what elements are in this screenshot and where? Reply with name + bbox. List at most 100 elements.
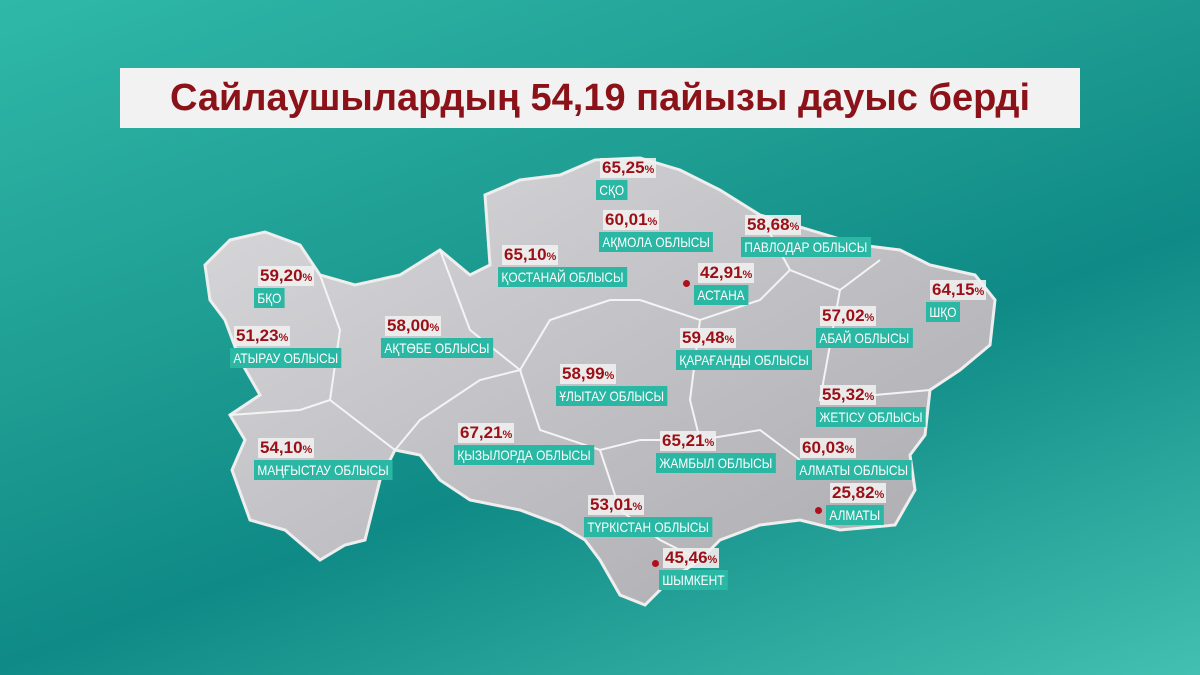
turnout-number: 60,01 [605, 210, 648, 229]
turnout-value: 25,82% [830, 483, 887, 503]
percent-sign: % [724, 334, 735, 346]
turnout-number: 59,20 [260, 266, 303, 285]
turnout-number: 60,03 [802, 438, 845, 457]
region-name: АСТАНА [694, 285, 749, 305]
turnout-value: 58,00% [385, 316, 442, 336]
region-label: 58,99% ҰЛЫТАУ ОБЛЫСЫ [556, 364, 687, 406]
turnout-number: 65,21 [662, 431, 705, 450]
region-name: ТҮРКІСТАН ОБЛЫСЫ [584, 517, 713, 537]
region-label: 58,68% ПАВЛОДАР ОБЛЫСЫ [741, 215, 894, 257]
region-name: АҚТӨБЕ ОБЛЫСЫ [381, 338, 493, 358]
turnout-value: 60,03% [800, 438, 857, 458]
region-name: АЛМАТЫ [826, 505, 884, 525]
region-label: 60,01% АҚМОЛА ОБЛЫСЫ [599, 210, 733, 252]
turnout-number: 57,02 [822, 306, 865, 325]
turnout-value: 58,68% [745, 215, 802, 235]
turnout-value: 67,21% [458, 423, 515, 443]
percent-sign: % [632, 501, 643, 513]
percent-sign: % [644, 164, 655, 176]
city-dot [815, 507, 822, 514]
region-name: ҰЛЫТАУ ОБЛЫСЫ [556, 386, 668, 406]
turnout-value: 65,25% [600, 158, 657, 178]
region-label: 53,01% ТҮРКІСТАН ОБЛЫСЫ [584, 495, 735, 537]
percent-sign: % [864, 391, 875, 403]
turnout-value: 58,99% [560, 364, 617, 384]
region-name: ПАВЛОДАР ОБЛЫСЫ [741, 237, 871, 257]
percent-sign: % [278, 332, 289, 344]
region-label: 65,21% ЖАМБЫЛ ОБЛЫСЫ [656, 431, 797, 473]
region-label: 60,03% АЛМАТЫ ОБЛЫСЫ [796, 438, 932, 480]
turnout-value: 45,46% [663, 548, 720, 568]
region-name: СҚО [596, 180, 628, 200]
region-name: ҚОСТАНАЙ ОБЛЫСЫ [498, 267, 627, 287]
percent-sign: % [546, 251, 557, 263]
turnout-value: 42,91% [698, 263, 755, 283]
turnout-number: 45,46 [665, 548, 708, 567]
turnout-value: 59,48% [680, 328, 737, 348]
region-label: 57,02% АБАЙ ОБЛЫСЫ [816, 306, 930, 348]
region-label: 58,00% АҚТӨБЕ ОБЛЫСЫ [381, 316, 513, 358]
city-dot [652, 560, 659, 567]
turnout-value: 55,32% [820, 385, 877, 405]
region-label: 45,46% ШЫМКЕНТ [659, 548, 740, 590]
city-dot [683, 280, 690, 287]
turnout-value: 51,23% [234, 326, 291, 346]
region-name: ЖАМБЫЛ ОБЛЫСЫ [656, 453, 776, 473]
percent-sign: % [429, 322, 440, 334]
turnout-number: 59,48 [682, 328, 725, 347]
region-label: 59,48% ҚАРАҒАНДЫ ОБЛЫСЫ [676, 328, 836, 370]
turnout-number: 67,21 [460, 423, 503, 442]
turnout-number: 54,10 [260, 438, 303, 457]
percent-sign: % [604, 370, 615, 382]
turnout-number: 65,10 [504, 245, 547, 264]
region-label: 65,10% ҚОСТАНАЙ ОБЛЫСЫ [498, 245, 650, 287]
turnout-number: 58,68 [747, 215, 790, 234]
percent-sign: % [844, 444, 855, 456]
region-name: ШҚО [926, 302, 960, 322]
turnout-number: 64,15 [932, 280, 975, 299]
turnout-number: 53,01 [590, 495, 633, 514]
turnout-value: 59,20% [258, 266, 315, 286]
region-name: ЖЕТІСУ ОБЛЫСЫ [816, 407, 926, 427]
percent-sign: % [647, 216, 658, 228]
region-name: ШЫМКЕНТ [659, 570, 728, 590]
turnout-value: 53,01% [588, 495, 645, 515]
region-label: 67,21% ҚЫЗЫЛОРДА ОБЛЫСЫ [454, 423, 619, 465]
title-bar: Сайлаушылардың 54,19 пайызы дауыс берді [120, 68, 1080, 128]
region-label: 65,25% СҚО [596, 158, 657, 200]
percent-sign: % [974, 286, 985, 298]
percent-sign: % [789, 221, 800, 233]
percent-sign: % [302, 444, 313, 456]
percent-sign: % [502, 429, 513, 441]
turnout-number: 25,82 [832, 483, 875, 502]
title: Сайлаушылардың 54,19 пайызы дауыс берді [169, 76, 1031, 119]
turnout-number: 58,00 [387, 316, 430, 335]
percent-sign: % [704, 437, 715, 449]
turnout-value: 60,01% [603, 210, 660, 230]
turnout-value: 64,15% [930, 280, 987, 300]
turnout-value: 54,10% [258, 438, 315, 458]
turnout-number: 65,25 [602, 158, 645, 177]
region-name: ҚЫЗЫЛОРДА ОБЛЫСЫ [454, 445, 595, 465]
region-label: 51,23% АТЫРАУ ОБЛЫСЫ [230, 326, 361, 368]
percent-sign: % [707, 554, 718, 566]
turnout-number: 51,23 [236, 326, 279, 345]
region-name: МАҢҒЫСТАУ ОБЛЫСЫ [254, 460, 393, 480]
turnout-value: 65,21% [660, 431, 717, 451]
region-label: 54,10% МАҢҒЫСТАУ ОБЛЫСЫ [254, 438, 417, 480]
region-label: 25,82% АЛМАТЫ [826, 483, 894, 525]
region-name: АТЫРАУ ОБЛЫСЫ [230, 348, 342, 368]
percent-sign: % [874, 489, 885, 501]
region-label: 59,20% БҚО [254, 266, 315, 308]
turnout-value: 65,10% [502, 245, 559, 265]
region-label: 64,15% ШҚО [926, 280, 987, 322]
region-name: АБАЙ ОБЛЫСЫ [816, 328, 913, 348]
percent-sign: % [742, 269, 753, 281]
region-label: 42,91% АСТАНА [694, 263, 758, 305]
region-label: 55,32% ЖЕТІСУ ОБЛЫСЫ [816, 385, 945, 427]
region-name: БҚО [254, 288, 285, 308]
percent-sign: % [864, 312, 875, 324]
region-name: АЛМАТЫ ОБЛЫСЫ [796, 460, 912, 480]
turnout-number: 58,99 [562, 364, 605, 383]
